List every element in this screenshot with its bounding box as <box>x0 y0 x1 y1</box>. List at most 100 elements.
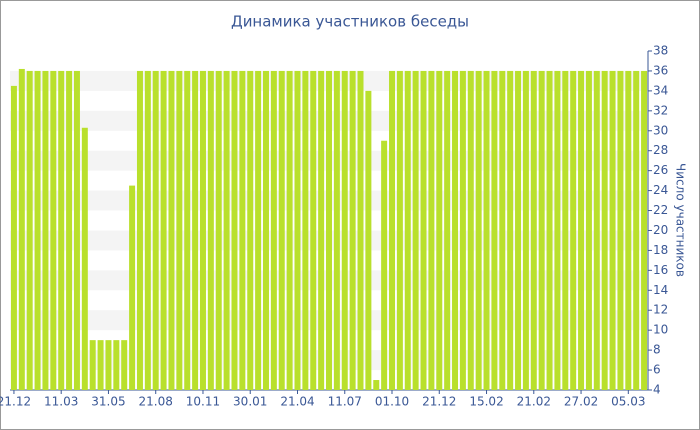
y-tick-label: 30 <box>653 123 668 137</box>
x-tick-label: 21.02 <box>517 395 551 409</box>
bar <box>491 70 498 391</box>
bar <box>585 70 592 391</box>
y-tick-label: 24 <box>653 183 668 197</box>
y-tick-label: 6 <box>653 363 661 377</box>
bar <box>333 70 340 391</box>
bar <box>310 70 317 391</box>
bar <box>239 70 246 391</box>
bar <box>570 70 577 391</box>
bar <box>641 70 648 391</box>
bar <box>247 70 254 391</box>
bar <box>294 70 301 391</box>
bar <box>18 68 25 391</box>
bar <box>578 70 585 391</box>
bar <box>467 70 474 391</box>
y-tick-label: 22 <box>653 203 668 217</box>
bar <box>262 70 269 391</box>
y-tick-label: 38 <box>653 44 668 58</box>
bar <box>97 340 104 390</box>
bar <box>475 70 482 391</box>
bar <box>459 70 466 391</box>
bar <box>326 70 332 391</box>
y-tick-label: 8 <box>653 343 661 357</box>
y-tick-label: 36 <box>653 63 668 77</box>
bar <box>373 380 380 390</box>
bar <box>81 127 88 390</box>
bar <box>113 340 120 390</box>
x-tick-label: 15.02 <box>469 395 503 409</box>
bar <box>318 70 325 391</box>
bar <box>601 70 608 391</box>
bar <box>436 70 443 391</box>
x-tick-label: 10.11 <box>186 395 220 409</box>
x-tick-label: 11.03 <box>44 395 78 409</box>
bar <box>499 70 506 391</box>
bar <box>144 70 151 391</box>
bar <box>538 70 545 391</box>
bar <box>633 70 640 391</box>
bar <box>184 70 191 391</box>
bar <box>270 70 277 391</box>
y-tick-label: 34 <box>653 83 668 97</box>
bar <box>199 70 206 391</box>
bar <box>286 70 293 391</box>
x-tick-label: 05.03 <box>611 395 645 409</box>
x-tick-label: 31.05 <box>91 395 125 409</box>
bar <box>452 70 459 391</box>
bar <box>444 70 451 391</box>
y-tick-label: 28 <box>653 143 668 157</box>
x-tick-label: 27.02 <box>564 395 598 409</box>
bar <box>207 70 214 391</box>
bar <box>562 70 569 391</box>
y-tick-label: 18 <box>653 243 668 257</box>
bar <box>121 340 128 390</box>
bar <box>89 340 96 390</box>
bar <box>73 70 80 391</box>
y-tick-label: 16 <box>653 263 668 277</box>
y-tick-label: 32 <box>653 103 668 117</box>
bar <box>404 70 411 391</box>
y-axis-label: Число участников <box>674 163 688 277</box>
y-tick-label: 26 <box>653 163 668 177</box>
bar <box>223 70 230 391</box>
y-tick-label: 10 <box>653 323 668 337</box>
x-tick-label: 01.10 <box>375 395 409 409</box>
x-tick-label: 21.08 <box>139 395 173 409</box>
bar <box>302 70 309 391</box>
bar <box>428 70 435 391</box>
bar <box>349 70 356 391</box>
bar <box>554 70 561 391</box>
bar <box>176 70 183 391</box>
bar <box>593 70 600 391</box>
bar <box>625 70 632 391</box>
bar <box>58 70 65 391</box>
bar <box>136 70 143 391</box>
bar <box>483 70 490 391</box>
bar <box>546 70 553 391</box>
bar <box>617 70 624 391</box>
x-tick-label: 21.12 <box>0 395 31 409</box>
bar <box>522 70 529 391</box>
bar <box>160 70 167 391</box>
bar <box>381 140 388 390</box>
y-tick-label: 14 <box>653 283 668 297</box>
bar <box>66 70 73 391</box>
bar <box>389 70 396 391</box>
y-tick-label: 20 <box>653 223 668 237</box>
y-tick-label: 12 <box>653 303 668 317</box>
bar <box>255 70 262 391</box>
bar <box>42 70 49 391</box>
bar <box>231 70 238 391</box>
bar <box>515 70 522 391</box>
chart-title: Динамика участников беседы <box>231 13 469 31</box>
bar <box>396 70 403 391</box>
x-tick-label: 11.07 <box>328 395 362 409</box>
bar <box>357 70 364 391</box>
bar <box>192 70 199 391</box>
bar <box>341 70 348 391</box>
bar <box>26 70 33 391</box>
bar <box>129 185 136 390</box>
bar <box>420 70 427 391</box>
bar <box>609 70 616 391</box>
bar <box>168 70 175 391</box>
